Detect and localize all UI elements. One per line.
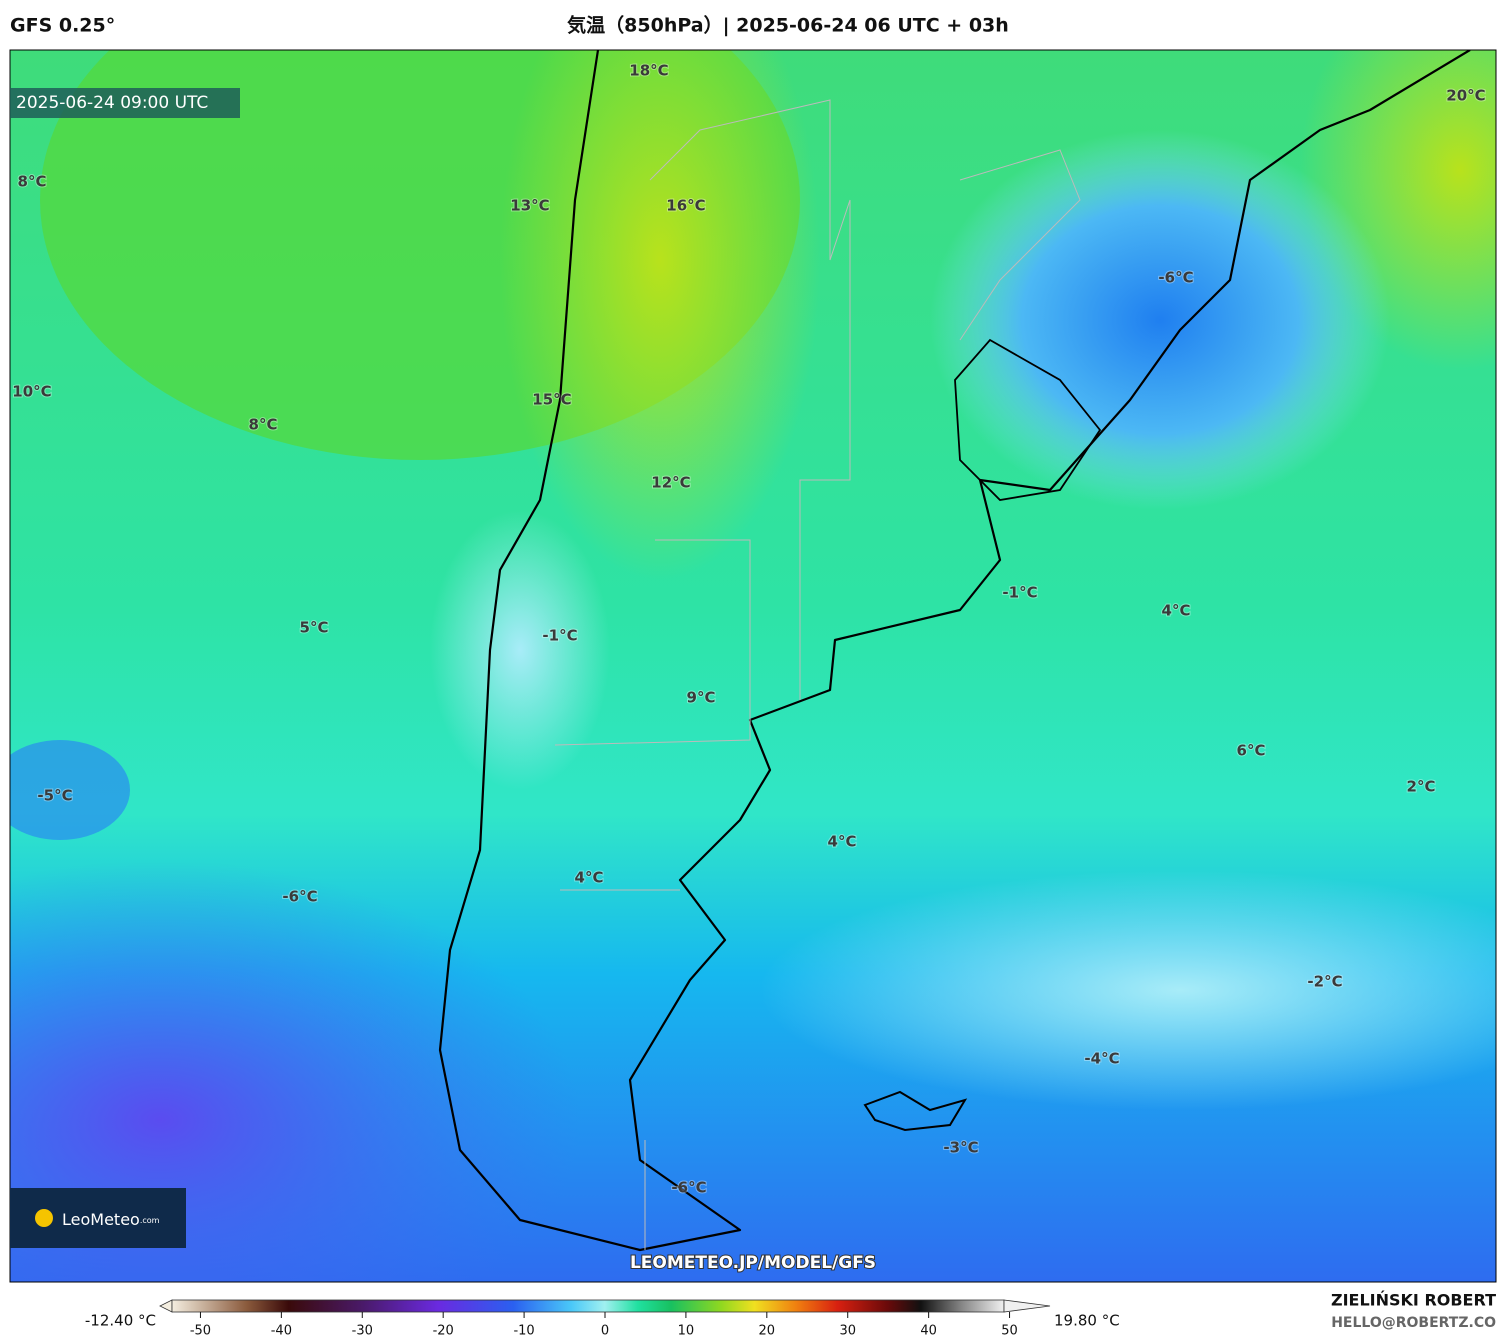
colorbar-tick-label: -20 — [433, 1324, 454, 1339]
temperature-label: 8°C — [249, 416, 278, 434]
colorbar-extend — [159, 1299, 173, 1313]
colorbar-tick-label: 0 — [601, 1324, 609, 1339]
temperature-label: 13°C — [510, 197, 549, 215]
temperature-label: -6°C — [282, 888, 317, 906]
temperature-label: 6°C — [1237, 742, 1266, 760]
temperature-label: -1°C — [542, 627, 577, 645]
colorbar-tick-label: -10 — [513, 1324, 534, 1339]
colorbar-tick-label: -50 — [190, 1324, 211, 1339]
temperature-label: 18°C — [629, 62, 668, 80]
temperature-label: 20°C — [1446, 87, 1485, 105]
valid-time: 2025-06-24 09:00 UTC — [16, 93, 208, 113]
cool-area — [760, 870, 1496, 1110]
temperature-label: -6°C — [671, 1179, 706, 1197]
coastline — [954, 338, 1102, 501]
temperature-label: -5°C — [37, 787, 72, 805]
colorbar-tick-label: 20 — [759, 1324, 776, 1339]
logo-suffix: .com — [140, 1216, 160, 1225]
warm-area — [500, 50, 820, 580]
temperature-label: 4°C — [575, 869, 604, 887]
colorbar-tick-label: 40 — [920, 1324, 937, 1339]
temperature-label: 5°C — [300, 619, 329, 637]
model-name: GFS 0.25° — [10, 15, 115, 37]
time-box — [10, 88, 240, 118]
temperature-labels: 18°C 20°C 8°C 13°C 16°C -6°C 10°C 15°C 8°C 12°C -1… — [11, 61, 1486, 1198]
coastline — [438, 50, 1471, 1252]
cold-area — [930, 130, 1390, 510]
author: ZIELIŃSKI ROBERT — [1331, 1291, 1496, 1310]
islands — [863, 1090, 968, 1132]
logo-sun — [35, 1209, 53, 1227]
temperature-label: 10°C — [12, 383, 51, 401]
colorbar-extend — [1003, 1299, 1051, 1313]
temperature-label: -2°C — [1307, 973, 1342, 991]
map-title: 気温（850hPa）| 2025-06-24 06 UTC + 03h — [567, 14, 1009, 37]
temperature-label: -6°C — [1158, 269, 1193, 287]
min-temperature: -12.40 °C — [85, 1312, 156, 1330]
logo: LeoMeteo.com — [62, 1210, 160, 1229]
temperature-label: 16°C — [666, 197, 705, 215]
colorbar: -12.40 °C 19.80 °C -50 -40 -30 -20 -10 0 10 20 3… — [85, 1299, 1120, 1339]
colorbar-tick-label: 10 — [678, 1324, 695, 1339]
cold-area — [10, 740, 130, 840]
watermark: LEOMETEO.JP/MODEL/GFS — [630, 1253, 876, 1273]
temperature-label: -4°C — [1084, 1050, 1119, 1068]
colorbar-tick-label: -40 — [271, 1324, 292, 1339]
temperature-label: 2°C — [1407, 778, 1436, 796]
map-frame — [9, 49, 1497, 1283]
logo-name: LeoMeteo — [62, 1210, 140, 1229]
colorbar-tick-label: 30 — [839, 1324, 856, 1339]
temperature-label: 15°C — [532, 391, 571, 409]
temperature-label: -1°C — [1002, 584, 1037, 602]
max-temperature: 19.80 °C — [1054, 1312, 1120, 1330]
temperature-label: 12°C — [651, 474, 690, 492]
temperature-label: 4°C — [828, 833, 857, 851]
contact: HELLO@ROBERTZ.CO — [1331, 1315, 1496, 1331]
colorbar-scale — [171, 1299, 1005, 1313]
colorbar-tick-label: -30 — [352, 1324, 373, 1339]
cold-area — [10, 860, 580, 1282]
colorbar-tick-label: 50 — [1001, 1324, 1018, 1339]
temperature-label: 9°C — [687, 689, 716, 707]
cool-area — [430, 510, 610, 790]
borders — [554, 99, 1081, 1250]
temperature-label: 8°C — [18, 173, 47, 191]
temperature-label: 4°C — [1162, 602, 1191, 620]
temperature-label: -3°C — [943, 1139, 978, 1157]
